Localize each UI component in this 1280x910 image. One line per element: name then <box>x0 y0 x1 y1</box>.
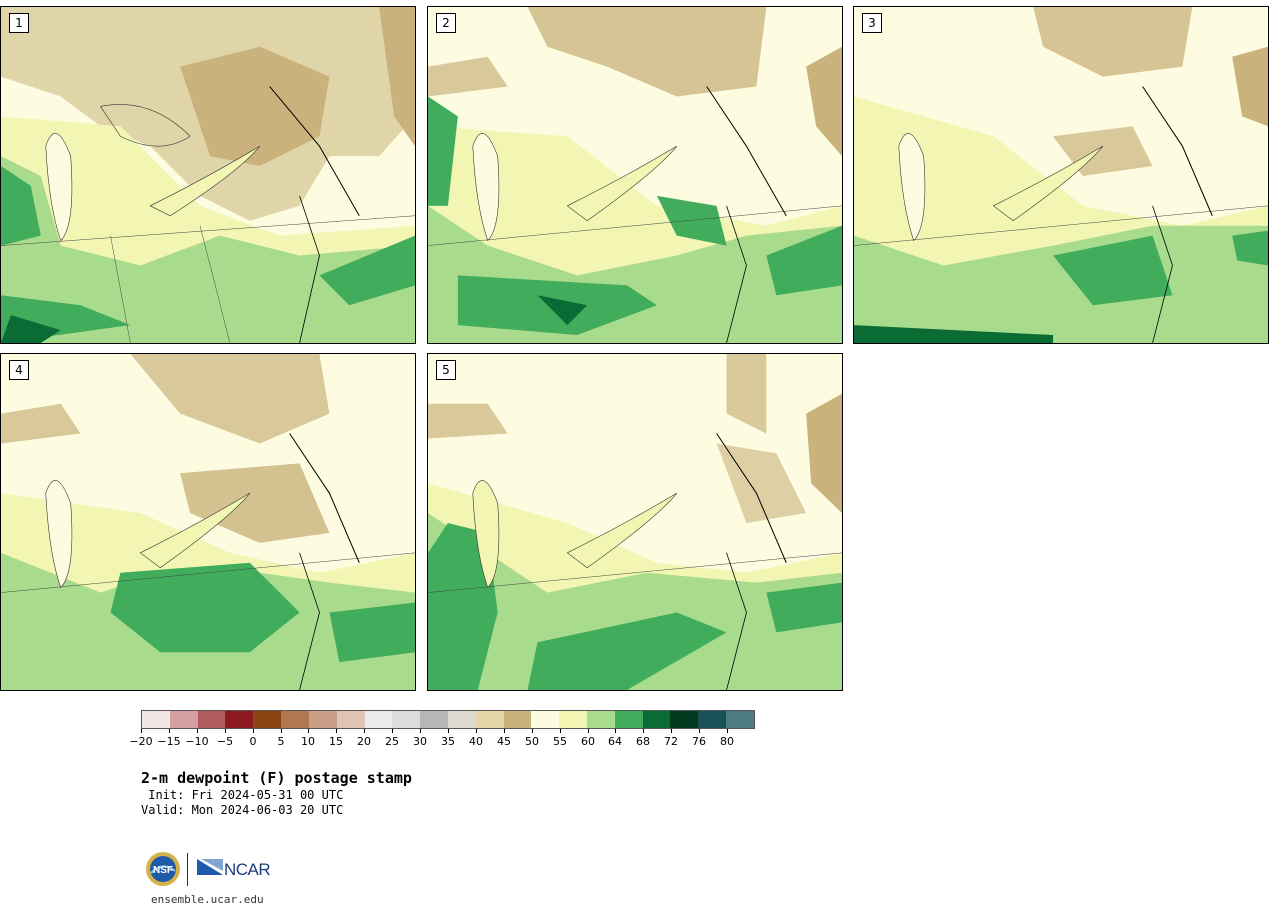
colorbar-tick <box>225 729 226 733</box>
colorbar-swatch <box>197 711 226 728</box>
colorbar-tick-label: 76 <box>692 735 706 748</box>
colorbar-swatch <box>698 711 727 728</box>
map-panel-1: 1 <box>0 6 416 344</box>
colorbar-tick <box>420 729 421 733</box>
colorbar-swatch <box>281 711 309 728</box>
colorbar-swatch <box>503 711 532 728</box>
colorbar-tick <box>308 729 309 733</box>
chart-title: 2-m dewpoint (F) postage stamp <box>141 769 412 787</box>
colorbar-swatch <box>142 711 170 728</box>
colorbar-tick-label: 45 <box>497 735 511 748</box>
map-panel-4: 4 <box>0 353 416 691</box>
colorbar-swatch <box>336 711 365 728</box>
panel-number: 5 <box>436 360 456 380</box>
panel-number: 4 <box>9 360 29 380</box>
colorbar-tick <box>169 729 170 733</box>
colorbar-tick-label: 68 <box>636 735 650 748</box>
dewpoint-map <box>428 354 842 690</box>
colorbar-swatch <box>559 711 587 728</box>
colorbar-tick <box>364 729 365 733</box>
colorbar-tick <box>643 729 644 733</box>
dewpoint-map <box>1 354 415 690</box>
colorbar-tick-label: −10 <box>185 735 209 748</box>
nsf-logo-icon: NSF <box>146 852 180 886</box>
colorbar-tick <box>615 729 616 733</box>
colorbar-tick <box>532 729 533 733</box>
panel-number: 2 <box>436 13 456 33</box>
svg-text:NSF: NSF <box>153 865 173 876</box>
logo-divider <box>187 853 188 886</box>
colorbar-tick-label: 15 <box>329 735 343 748</box>
colorbar-ticks <box>141 729 755 735</box>
colorbar-tick-label: 64 <box>608 735 622 748</box>
colorbar-tick-label: 40 <box>469 735 483 748</box>
colorbar-tick-labels: −20 −15 −10 −5 0 5 10 15 20 25 30 35 40 45 50 55 60 64 68 7… <box>129 735 755 749</box>
colorbar-tick <box>727 729 728 733</box>
init-time: Init: Fri 2024-05-31 00 UTC <box>141 788 344 802</box>
colorbar-tick-label: 5 <box>277 735 285 748</box>
panel-number: 1 <box>9 13 29 33</box>
colorbar-tick <box>253 729 254 733</box>
colorbar-tick <box>141 729 142 733</box>
colorbar-swatch <box>726 711 754 728</box>
colorbar-tick-label: 0 <box>249 735 257 748</box>
colorbar-tick-label: 20 <box>357 735 371 748</box>
map-panel-2: 2 <box>427 6 843 344</box>
dewpoint-map <box>428 7 842 343</box>
colorbar-tick <box>281 729 282 733</box>
colorbar-tick-label: −20 <box>129 735 153 748</box>
colorbar-tick-label: 80 <box>720 735 734 748</box>
colorbar-tick <box>197 729 198 733</box>
map-panel-5: 5 <box>427 353 843 691</box>
colorbar-tick-label: 50 <box>525 735 539 748</box>
colorbar-tick <box>699 729 700 733</box>
colorbar-tick <box>671 729 672 733</box>
colorbar-swatch <box>475 711 504 728</box>
colorbar-tick <box>504 729 505 733</box>
colorbar-tick <box>392 729 393 733</box>
colorbar-tick-label: 25 <box>385 735 399 748</box>
colorbar-swatch <box>308 711 337 728</box>
colorbar-tick-label: 60 <box>581 735 595 748</box>
colorbar-swatch <box>420 711 448 728</box>
website-url[interactable]: ensemble.ucar.edu <box>151 893 264 906</box>
colorbar-swatch <box>587 711 615 728</box>
colorbar-swatch <box>253 711 282 728</box>
ncar-logo-text: NCAR <box>224 860 271 879</box>
colorbar-swatch <box>364 711 393 728</box>
colorbar-tick <box>588 729 589 733</box>
colorbar-tick <box>336 729 337 733</box>
colorbar <box>141 710 755 729</box>
dewpoint-map <box>854 7 1268 343</box>
colorbar-tick <box>560 729 561 733</box>
colorbar-tick-label: 35 <box>441 735 455 748</box>
colorbar-swatch <box>392 711 421 728</box>
colorbar-tick-label: 30 <box>413 735 427 748</box>
colorbar-swatch <box>225 711 254 728</box>
colorbar-swatch <box>447 711 476 728</box>
colorbar-swatch <box>642 711 671 728</box>
map-panel-3: 3 <box>853 6 1269 344</box>
colorbar-swatch <box>531 711 560 728</box>
colorbar-tick-label: 55 <box>553 735 567 748</box>
panel-number: 3 <box>862 13 882 33</box>
colorbar-swatch <box>169 711 198 728</box>
colorbar-tick <box>448 729 449 733</box>
ncar-mark-icon <box>197 859 223 875</box>
valid-time: Valid: Mon 2024-06-03 20 UTC <box>141 803 344 817</box>
colorbar-tick-label: −5 <box>216 735 234 748</box>
colorbar-tick <box>476 729 477 733</box>
colorbar-tick-label: −15 <box>157 735 181 748</box>
colorbar-tick-label: 72 <box>664 735 678 748</box>
dewpoint-map <box>1 7 415 343</box>
colorbar-tick-label: 10 <box>301 735 315 748</box>
colorbar-swatch <box>614 711 643 728</box>
colorbar-swatch <box>670 711 699 728</box>
logo-area: NSF NCAR <box>145 851 275 891</box>
